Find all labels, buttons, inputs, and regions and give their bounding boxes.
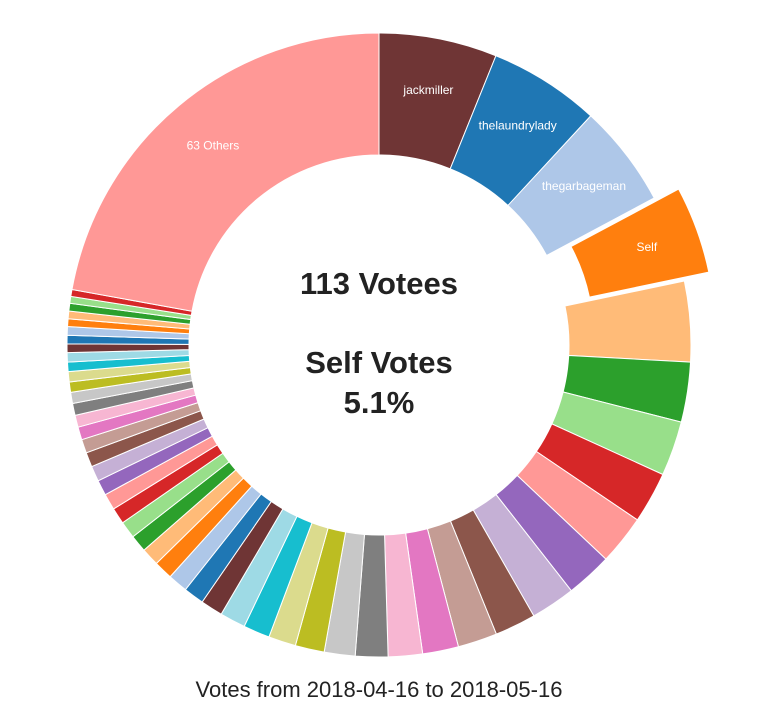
votee-count-label: 113 Votees xyxy=(300,266,458,301)
slice-self[interactable] xyxy=(570,188,710,298)
slice-label-self: Self xyxy=(637,240,658,254)
slice-label-63-others: 63 Others xyxy=(187,138,240,152)
slice-5[interactable] xyxy=(564,280,692,363)
self-votes-title: Self Votes xyxy=(305,345,453,380)
slice-label-thelaundrylady: thelaundrylady xyxy=(479,118,557,132)
slice-labels: jackmiller thelaundrylady thegarbageman Sel… xyxy=(187,83,658,254)
slice-label-jackmiller: jackmiller xyxy=(402,83,453,97)
chart-caption: Votes from 2018-04-16 to 2018-05-16 xyxy=(196,677,563,702)
slice-label-thegarbageman: thegarbageman xyxy=(542,179,626,193)
self-votes-percent: 5.1% xyxy=(344,385,415,420)
slice-63-others[interactable] xyxy=(71,32,380,312)
slice-thegarbageman[interactable] xyxy=(507,115,655,257)
donut-slices xyxy=(66,32,710,658)
